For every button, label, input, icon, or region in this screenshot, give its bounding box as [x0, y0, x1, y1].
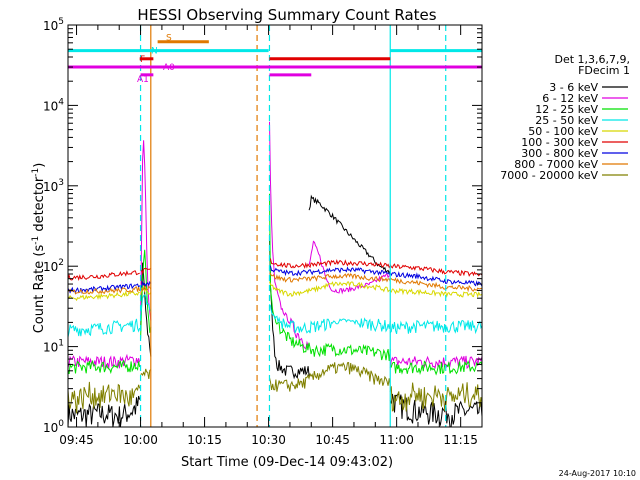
- series-3-segment-3: [389, 319, 483, 335]
- series-0-segment-2: [269, 234, 310, 380]
- x-tick-label: 09:45: [59, 433, 94, 447]
- legend-entry-label: 12 - 25 keV: [535, 103, 598, 116]
- y-tick-label: 103: [43, 178, 64, 194]
- series-5: [67, 258, 483, 282]
- series-2-segment-2: [269, 193, 391, 362]
- flag-label-A1: A1: [137, 75, 149, 85]
- legend-entry-label: 25 - 50 keV: [535, 114, 598, 127]
- series-8: [67, 362, 483, 414]
- series-0-segment-1: [140, 262, 152, 357]
- series-8-segment-0: [67, 381, 141, 414]
- legend-entry-label: 3 - 6 keV: [549, 81, 598, 94]
- series-4-segment-3: [389, 287, 483, 298]
- flag-label-A0: A0: [163, 63, 175, 73]
- series-7-segment-3: [390, 277, 483, 293]
- legend-header-line: FDecim 1: [578, 64, 630, 77]
- series-7-segment-1: [140, 284, 152, 292]
- series-1: [67, 121, 483, 371]
- date-stamp: 24-Aug-2017 10:10: [559, 469, 636, 478]
- series-5-segment-3: [389, 263, 483, 277]
- y-tick-label: 105: [43, 17, 64, 33]
- series-1-segment-3: [308, 240, 391, 295]
- y-tick-label: 101: [43, 339, 64, 355]
- series-0-segment-0: [67, 395, 141, 428]
- chart-title: HESSI Observing Summary Count Rates: [137, 6, 436, 24]
- series-5-segment-2: [269, 258, 391, 269]
- plot-area: NS F A0 A1 09:45 10:00 10:15 10:30 10:45 11:00 11:…: [43, 17, 483, 447]
- y-tick-label: 102: [43, 258, 64, 274]
- y-axis-label: Count Rate (s-1 detector-1): [31, 163, 47, 334]
- series-6-segment-2: [269, 265, 391, 277]
- series-7: [67, 272, 483, 295]
- x-tick-label: 11:15: [443, 433, 478, 447]
- series-4-segment-2: [269, 281, 391, 297]
- plot-frame: [67, 24, 483, 428]
- legend-entry-label: 6 - 12 keV: [542, 92, 598, 105]
- series-2: [67, 193, 483, 376]
- series-2-segment-3: [389, 360, 483, 376]
- x-tick-label: 10:45: [315, 433, 350, 447]
- series-0-segment-3: [308, 194, 391, 274]
- x-tick-label: 11:00: [379, 433, 414, 447]
- series-6-segment-3: [389, 271, 483, 287]
- series-3-segment-1: [140, 294, 152, 317]
- series-5-segment-0: [67, 270, 140, 282]
- x-axis-label: Start Time (09-Dec-14 09:43:02): [181, 455, 393, 470]
- series-8-segment-3: [389, 382, 483, 412]
- series-8-segment-1: [140, 368, 152, 379]
- series-4-segment-0: [67, 290, 140, 302]
- series-7-segment-0: [67, 286, 141, 295]
- x-tick-label: 10:15: [187, 433, 222, 447]
- y-tick-label: 100: [43, 419, 64, 435]
- flag-label-N: N: [151, 47, 158, 57]
- series-3: [67, 294, 483, 338]
- series-1-segment-0: [67, 353, 141, 371]
- series-2-segment-0: [67, 359, 141, 375]
- flag-label-S: S: [166, 34, 172, 44]
- series-8-segment-2: [269, 362, 391, 392]
- series-5-segment-1: [140, 267, 152, 275]
- series-6-segment-1: [140, 280, 152, 288]
- legend-entry-label: 100 - 300 keV: [521, 136, 598, 149]
- x-tick-label: 10:00: [123, 433, 158, 447]
- x-tick-label: 10:30: [251, 433, 286, 447]
- series-7-segment-2: [269, 272, 391, 283]
- y-tick-label: 104: [43, 97, 64, 113]
- series-1-segment-2: [269, 121, 310, 350]
- legend-entry-label: 800 - 7000 keV: [514, 158, 598, 171]
- legend-header-line: Det 1,3,6,7,9,: [554, 53, 630, 66]
- flag-label-F: F: [140, 55, 145, 65]
- series-3-segment-2: [269, 304, 391, 334]
- legend-entry-label: 50 - 100 keV: [528, 125, 598, 138]
- series-3-segment-0: [67, 318, 141, 338]
- legend-entry-label: 300 - 800 keV: [521, 147, 598, 160]
- legend-entry-label: 7000 - 20000 keV: [500, 169, 598, 182]
